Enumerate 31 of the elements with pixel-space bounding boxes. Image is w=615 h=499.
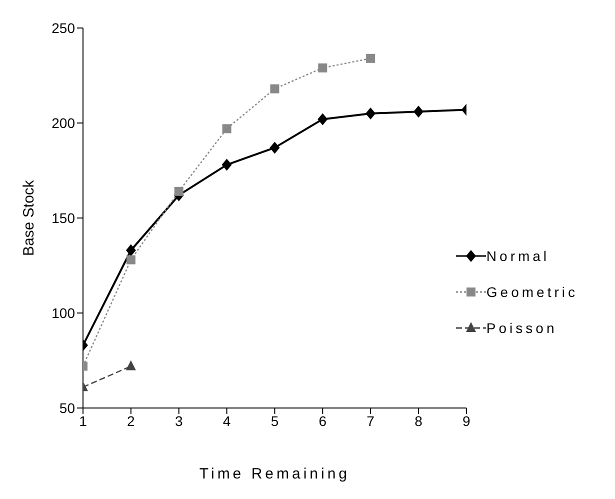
x-tick-label: 4: [222, 412, 231, 429]
point: [222, 124, 232, 134]
x-tick-label: 3: [174, 412, 183, 429]
x-tick-label: 9: [462, 412, 471, 429]
point: [270, 142, 280, 154]
legend-label: Poisson: [486, 320, 558, 336]
y-tick-label: 200: [52, 114, 76, 131]
y-tick-label: 150: [52, 210, 76, 226]
point: [318, 63, 328, 72]
y-tick-label: 50: [59, 400, 76, 416]
x-axis-title: Time Remaining: [199, 466, 350, 483]
x-tick-label: 5: [270, 412, 279, 429]
point: [270, 84, 280, 94]
x-tick-label: 6: [318, 412, 327, 429]
point: [126, 255, 136, 264]
legend-label: Normal: [486, 248, 550, 264]
point: [126, 244, 136, 256]
point: [318, 113, 328, 126]
x-tick-label: 1: [79, 412, 88, 429]
x-tick-label: 2: [127, 412, 136, 429]
y-tick-label: 250: [52, 20, 76, 36]
point: [366, 54, 376, 63]
point: [222, 158, 232, 171]
y-tick-label: 100: [52, 304, 76, 321]
y-axis-title: Base Stock: [20, 180, 38, 256]
x-tick-label: 8: [414, 412, 423, 429]
point: [366, 108, 376, 120]
x-tick-label: 7: [366, 412, 375, 429]
point: [413, 106, 424, 118]
legend-label: Geometric: [486, 284, 578, 300]
point: [174, 186, 184, 196]
